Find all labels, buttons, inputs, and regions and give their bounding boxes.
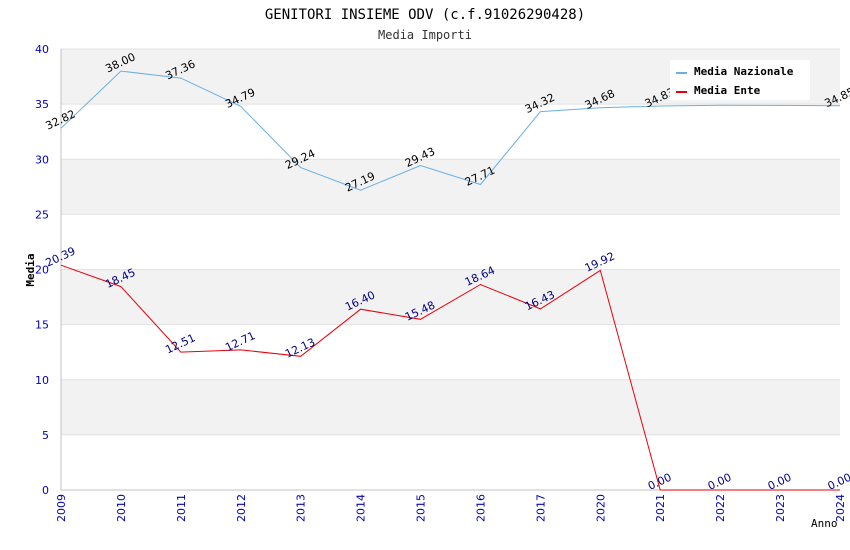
series-line-media-ente (60, 264, 840, 491)
legend: Media Nazionale Media Ente (670, 60, 810, 100)
y-tick-label: 0 (42, 484, 49, 497)
y-tick-label: 25 (35, 208, 49, 221)
data-label: 12.51 (163, 331, 197, 356)
background-band (61, 379, 840, 435)
y-tick-label: 15 (35, 319, 49, 332)
x-tick-label: 2016 (474, 494, 487, 522)
legend-label-media-ente: Media Ente (694, 84, 761, 97)
data-label: 0.00 (826, 471, 850, 493)
series-group (60, 70, 841, 491)
legend-label-media-nazionale: Media Nazionale (694, 65, 794, 78)
x-axis-ticks: 2009 2010 2011 2012 2013 2014 2015 2016 2017 2020… (55, 494, 847, 522)
background-band (61, 159, 840, 215)
background-bands (61, 49, 840, 435)
data-label: 12.71 (223, 329, 257, 354)
background-band (61, 269, 840, 325)
chart-subtitle: Media Importi (378, 28, 472, 42)
x-tick-label: 2015 (415, 494, 428, 522)
x-tick-label: 2009 (55, 494, 68, 522)
x-tick-label: 2014 (355, 494, 368, 522)
x-tick-label: 2013 (295, 494, 308, 522)
x-tick-label: 2021 (654, 494, 667, 522)
y-tick-label: 5 (42, 429, 49, 442)
x-tick-label: 2022 (714, 494, 727, 522)
data-label: 12.13 (283, 336, 317, 361)
legend-box (670, 60, 810, 100)
series-line-media-nazionale (60, 70, 841, 191)
y-axis-title: Media (24, 253, 37, 286)
chart-title: GENITORI INSIEME ODV (c.f.91026290428) (265, 7, 585, 23)
y-axis-ticks: 0 5 10 15 20 25 30 35 40 (35, 43, 49, 497)
x-tick-label: 2010 (115, 494, 128, 522)
x-tick-label: 2023 (774, 494, 787, 522)
y-tick-label: 20 (35, 264, 49, 277)
x-tick-label: 2020 (594, 494, 607, 522)
x-tick-label: 2011 (175, 494, 188, 522)
y-tick-label: 30 (35, 153, 49, 166)
x-tick-label: 2017 (534, 494, 547, 522)
y-tick-label: 10 (35, 374, 49, 387)
y-tick-label: 35 (35, 98, 49, 111)
x-tick-label: 2012 (235, 494, 248, 522)
x-axis-title: Anno (811, 517, 838, 530)
y-tick-label: 40 (35, 43, 49, 56)
gridlines (61, 48, 840, 436)
x-tick-label: 2024 (834, 494, 847, 522)
